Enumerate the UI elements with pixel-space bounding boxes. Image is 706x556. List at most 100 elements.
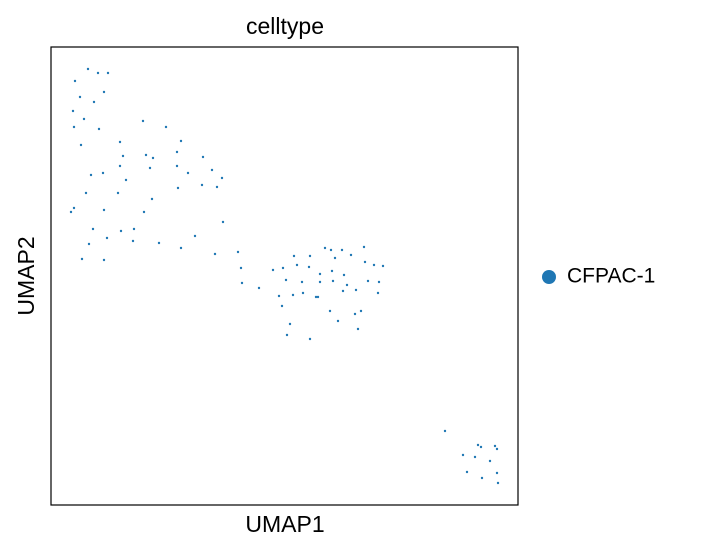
point [336, 319, 340, 323]
point [221, 220, 225, 224]
point [359, 309, 363, 313]
point [86, 67, 90, 71]
point [493, 444, 497, 448]
point [157, 241, 161, 245]
y-axis-label: UMAP2 [13, 236, 39, 315]
point [96, 71, 100, 75]
point [288, 322, 292, 326]
point [148, 166, 152, 170]
point [72, 125, 76, 129]
point [176, 186, 180, 190]
point [84, 191, 88, 195]
point [318, 280, 322, 284]
point [151, 156, 155, 160]
point [366, 279, 370, 283]
point [102, 258, 106, 262]
point [300, 280, 304, 284]
point [118, 164, 122, 168]
point [175, 150, 179, 154]
point [329, 248, 333, 252]
point [89, 173, 93, 177]
point [131, 239, 135, 243]
point [210, 168, 214, 172]
point [73, 79, 77, 83]
point [215, 185, 219, 189]
point [280, 304, 284, 308]
point [362, 245, 366, 249]
point [118, 140, 122, 144]
point [124, 178, 128, 182]
point [132, 227, 136, 231]
point [87, 242, 91, 246]
point [236, 250, 240, 254]
point [291, 293, 295, 297]
point [213, 252, 217, 256]
point [495, 447, 499, 451]
point [330, 269, 334, 273]
point [79, 143, 83, 147]
point [356, 327, 360, 331]
point [240, 281, 244, 285]
point [102, 208, 106, 212]
point [257, 286, 261, 290]
point [201, 155, 205, 159]
point [318, 272, 322, 276]
point [220, 176, 224, 180]
point [376, 291, 380, 295]
point [72, 206, 76, 210]
point [342, 273, 346, 277]
point [377, 280, 381, 284]
point [323, 246, 327, 250]
point [277, 294, 281, 298]
point [495, 471, 499, 475]
point [119, 229, 123, 233]
point [476, 443, 480, 447]
point [328, 309, 332, 313]
point [316, 295, 320, 299]
point [78, 95, 82, 99]
point [271, 268, 275, 272]
point [200, 183, 204, 187]
point [480, 476, 484, 480]
point [186, 171, 190, 175]
point [353, 312, 357, 316]
point [121, 154, 125, 158]
point [443, 429, 447, 433]
point [101, 171, 105, 175]
point [106, 71, 110, 75]
point [91, 227, 95, 231]
legend-label: CFPAC-1 [567, 265, 655, 288]
point [141, 119, 145, 123]
point [307, 265, 311, 269]
point [465, 470, 469, 474]
point [116, 191, 120, 195]
point [239, 266, 243, 270]
chart-title: celltype [246, 13, 324, 39]
point [372, 263, 376, 267]
point [479, 445, 483, 449]
point [314, 295, 318, 299]
point [331, 279, 335, 283]
point [354, 288, 358, 292]
point [308, 337, 312, 341]
point [97, 127, 101, 131]
point [341, 289, 345, 293]
point [281, 266, 285, 270]
point [308, 254, 312, 258]
point [150, 197, 154, 201]
point [461, 453, 465, 457]
point [473, 455, 477, 459]
point [285, 333, 289, 337]
point [71, 109, 75, 113]
point [193, 234, 197, 238]
point [284, 278, 288, 282]
point [340, 248, 344, 252]
point [381, 264, 385, 268]
point [295, 263, 299, 267]
point [175, 164, 179, 168]
point [292, 254, 296, 258]
point [363, 260, 367, 264]
point [142, 210, 146, 214]
